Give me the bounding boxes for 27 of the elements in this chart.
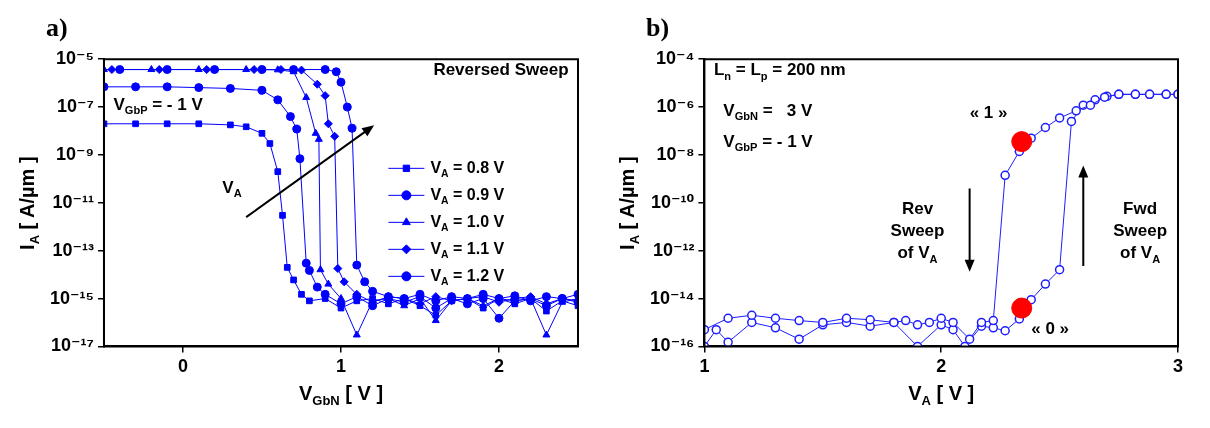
y-axis-title: IA [ A/µm ] <box>615 156 642 250</box>
x-tick-label: 0 <box>177 356 188 377</box>
y-tick-label: 10⁻¹² <box>652 239 695 260</box>
y-tick-label: 10⁻¹¹ <box>52 191 94 212</box>
y-tick-label: 10⁻¹⁴ <box>650 287 695 308</box>
x-tick-label: 2 <box>493 356 504 377</box>
x-tick-label: 1 <box>335 356 346 377</box>
y-axis-title: IA [ A/µm ] <box>15 156 42 250</box>
y-tick-label: 10⁻¹³ <box>52 239 94 260</box>
x-tick-label: 3 <box>1172 356 1184 377</box>
x-tick-label: 2 <box>936 356 947 377</box>
y-tick-label: 10⁻¹⁰ <box>651 191 695 212</box>
chart-title: b) <box>646 13 670 43</box>
chart-title: a) <box>46 13 68 43</box>
y-tick-label: 10⁻⁸ <box>656 143 695 164</box>
y-tick-label: 10⁻⁷ <box>57 96 94 117</box>
x-tick-label: 1 <box>699 356 710 377</box>
y-tick-label: 10⁻⁴ <box>655 48 695 69</box>
annotation: « 0 » <box>1031 318 1070 338</box>
y-tick-label: 10⁻⁵ <box>55 48 94 69</box>
y-tick-label: 10⁻¹⁷ <box>51 335 94 356</box>
y-tick-label: 10⁻¹⁵ <box>49 287 94 308</box>
y-tick-label: 10⁻⁶ <box>656 96 695 117</box>
y-tick-label: 10⁻⁹ <box>55 143 94 164</box>
annotation: « 1 » <box>969 103 1008 123</box>
y-tick-label: 10⁻¹⁶ <box>650 335 695 356</box>
annotation: Reversed Sweep <box>433 60 569 80</box>
